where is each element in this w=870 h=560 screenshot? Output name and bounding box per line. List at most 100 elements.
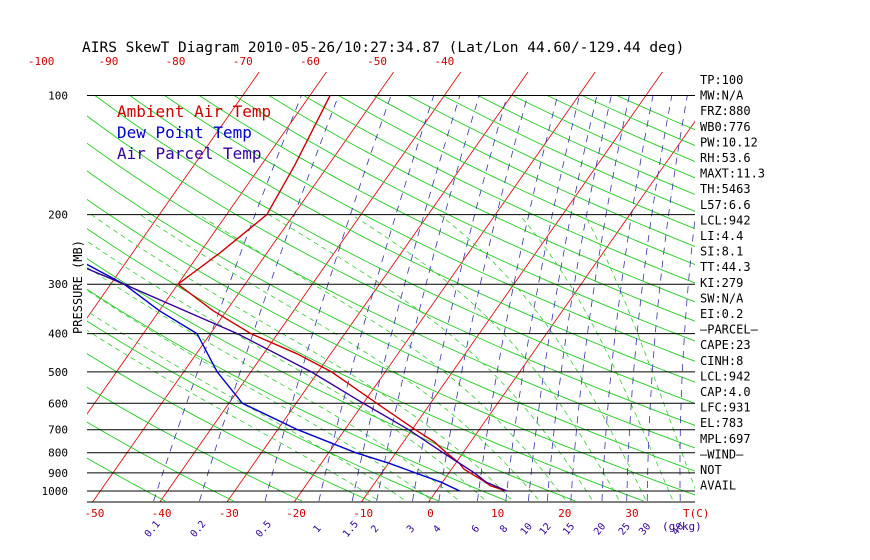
- stat-item: L57:6.6: [700, 198, 751, 212]
- stat-item: CAPE:23: [700, 338, 751, 352]
- stat-item: TP:100: [700, 73, 743, 87]
- isotherm-line: [87, 72, 260, 319]
- stat-item: —PARCEL—: [700, 323, 759, 337]
- top-temp-tick: -40: [434, 55, 454, 68]
- bottom-temp-tick: -50: [84, 507, 104, 520]
- stat-item: SI:8.1: [700, 245, 743, 259]
- stat-item: SW:N/A: [700, 291, 744, 305]
- mixing-ratio-label: 0.1: [143, 519, 163, 540]
- moist-adiabat-line: [87, 240, 485, 500]
- legend-parcel: Air Parcel Temp: [117, 144, 262, 163]
- stat-item: LCL:942: [700, 213, 751, 227]
- stat-item: PW:10.12: [700, 135, 758, 149]
- stat-item: LFC:931: [700, 401, 751, 415]
- stat-item: EI:0.2: [700, 307, 743, 321]
- mixing-ratio-label: 15: [561, 521, 577, 537]
- dry-adiabat-line: [338, 95, 695, 266]
- mixing-ratio-line: [570, 95, 630, 502]
- stat-item: NOT: [700, 463, 722, 477]
- top-temp-tick: -90: [98, 55, 118, 68]
- stat-item: CINH:8: [700, 354, 743, 368]
- ambient-temp-line: [176, 95, 507, 492]
- bottom-temp-tick: 30: [625, 507, 638, 520]
- y-tick-label: 900: [48, 467, 68, 480]
- bottom-temp-tick: 0: [427, 507, 434, 520]
- stat-item: —WIND—: [700, 447, 744, 461]
- stat-item: LI:4.4: [700, 229, 743, 243]
- moist-adiabat-line: [87, 266, 458, 500]
- mixing-ratio-label: 0.2: [189, 519, 209, 540]
- isotherm-line: [361, 72, 663, 502]
- temp-unit-label: T(C): [683, 507, 710, 520]
- y-tick-label: 100: [48, 90, 68, 103]
- y-tick-label: 500: [48, 366, 68, 379]
- dewpoint-line: [87, 263, 461, 492]
- dry-adiabat-line: [199, 95, 695, 342]
- stat-item: TH:5463: [700, 182, 751, 196]
- mixing-ratio-label: 25: [617, 521, 633, 537]
- mixing-ratio-line: [264, 95, 392, 502]
- mixing-ratio-line: [646, 95, 688, 502]
- mixing-ratio-label: 0.5: [254, 519, 274, 540]
- isotherm-line: [159, 72, 462, 502]
- moist-adiabat-line: [439, 214, 646, 500]
- moist-adiabat-line: [518, 214, 673, 500]
- bottom-temp-tick: 10: [491, 507, 504, 520]
- dry-adiabat-line: [407, 95, 695, 230]
- mixing-ratio-label: 4: [431, 524, 443, 536]
- dry-adiabat-line: [129, 95, 695, 383]
- stat-item: AVAIL: [700, 479, 736, 493]
- bottom-temp-tick: -10: [353, 507, 373, 520]
- moist-adiabat-line: [87, 289, 431, 500]
- stat-item: WB0:776: [700, 120, 751, 134]
- y-tick-label: 700: [48, 424, 68, 437]
- moist-adiabat-line: [351, 214, 619, 500]
- dry-adiabat-line: [164, 95, 695, 362]
- y-axis-label: PRESSURE (MB): [71, 240, 85, 334]
- top-temp-tick: -70: [233, 55, 253, 68]
- chart-legend: Ambient Air Temp Dew Point Temp Air Parc…: [117, 102, 271, 163]
- mixing-ratio-label: 30: [637, 521, 653, 537]
- mixing-ratio-label: 1.5: [341, 519, 361, 540]
- dry-adiabat-line: [87, 170, 695, 472]
- chart-grid: [87, 72, 695, 502]
- mixing-ratio-line: [601, 95, 654, 502]
- y-tick-label: 200: [48, 209, 68, 222]
- bottom-temp-tick: 20: [558, 507, 571, 520]
- moist-adiabat-line: [87, 310, 404, 500]
- stat-item: LCL:942: [700, 369, 751, 383]
- stat-item: CAP:4.0: [700, 385, 751, 399]
- bottom-temp-tick: -20: [286, 507, 306, 520]
- mixing-ratio-line: [546, 95, 612, 502]
- moist-adiabat-line: [87, 329, 377, 500]
- stat-item: KI:279: [700, 276, 743, 290]
- stat-item: RH:53.6: [700, 151, 751, 165]
- dry-adiabat-line: [233, 95, 695, 322]
- dry-adiabat-line: [94, 95, 695, 404]
- moist-adiabat-line: [90, 214, 512, 500]
- stat-item: MPL:697: [700, 432, 751, 446]
- moist-adiabat-line: [139, 214, 539, 500]
- mixing-ratio-label: 8: [498, 524, 510, 536]
- mixing-ratio-label: 6: [470, 524, 482, 536]
- stat-item: MAXT:11.3: [700, 167, 765, 181]
- isotherm-line: [428, 120, 695, 502]
- moist-adiabat-line: [584, 214, 695, 490]
- dry-adiabat-line: [442, 95, 695, 212]
- dry-adiabat-line: [512, 95, 695, 179]
- mixing-ratio-label: 12: [538, 521, 554, 537]
- stat-item: EL:783: [700, 416, 743, 430]
- mixing-ratio-label: 2: [369, 524, 381, 536]
- legend-dewpoint: Dew Point Temp: [117, 123, 252, 142]
- isobar-lines: [87, 95, 695, 503]
- bottom-temp-tick: -40: [152, 507, 172, 520]
- top-temp-tick: -80: [166, 55, 186, 68]
- y-tick-label: 1000: [42, 485, 69, 498]
- chart-axes: 1002003004005006007008009001000-120-110-…: [28, 55, 710, 540]
- mixing-ratio-label: 20: [592, 521, 608, 537]
- mixing-ratio-label: 3: [405, 524, 417, 536]
- legend-ambient: Ambient Air Temp: [117, 102, 271, 121]
- mixing-ratio-label: 1: [312, 524, 324, 536]
- dry-adiabat-line: [268, 95, 695, 303]
